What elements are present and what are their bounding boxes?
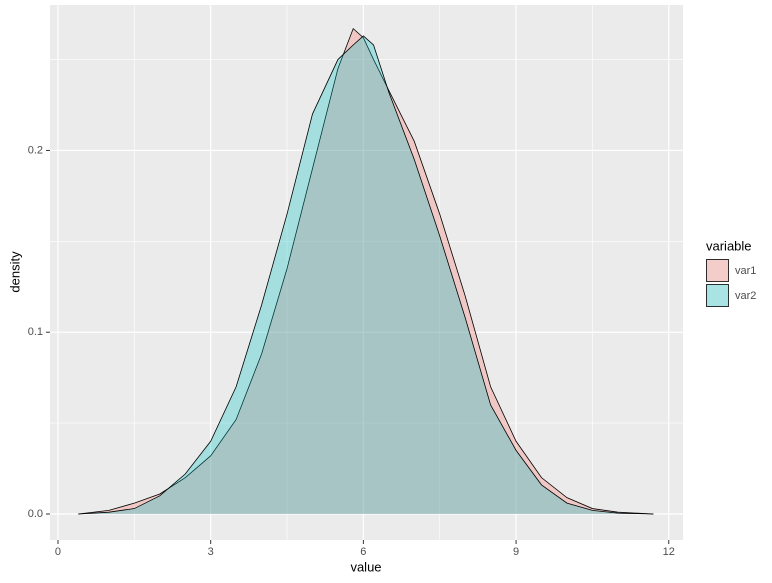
- density-line: [78, 35, 654, 515]
- x-tick-label: 9: [513, 546, 519, 558]
- x-axis-title: value: [350, 559, 381, 574]
- legend-title: variable: [706, 238, 752, 253]
- legend-key-bg: [706, 259, 729, 282]
- y-tick-label: 0.0: [28, 508, 43, 520]
- y-axis-title: density: [7, 251, 22, 293]
- y-tick-label: 0.1: [28, 326, 43, 338]
- panel: [50, 5, 683, 540]
- density-line: [78, 27, 654, 515]
- y-tick-label: 0.2: [28, 144, 43, 156]
- legend-key: [706, 284, 729, 307]
- legend-key-bg: [706, 284, 729, 307]
- legend-key: [706, 259, 729, 282]
- legend-label: var1: [735, 265, 756, 277]
- x-tick-label: 3: [208, 546, 214, 558]
- legend-label: var2: [735, 290, 756, 302]
- x-tick-label: 0: [55, 546, 61, 558]
- x-tick-label: 6: [360, 546, 366, 558]
- x-tick-label: 12: [663, 546, 675, 558]
- density-area: [78, 35, 654, 515]
- density-area: [78, 28, 654, 515]
